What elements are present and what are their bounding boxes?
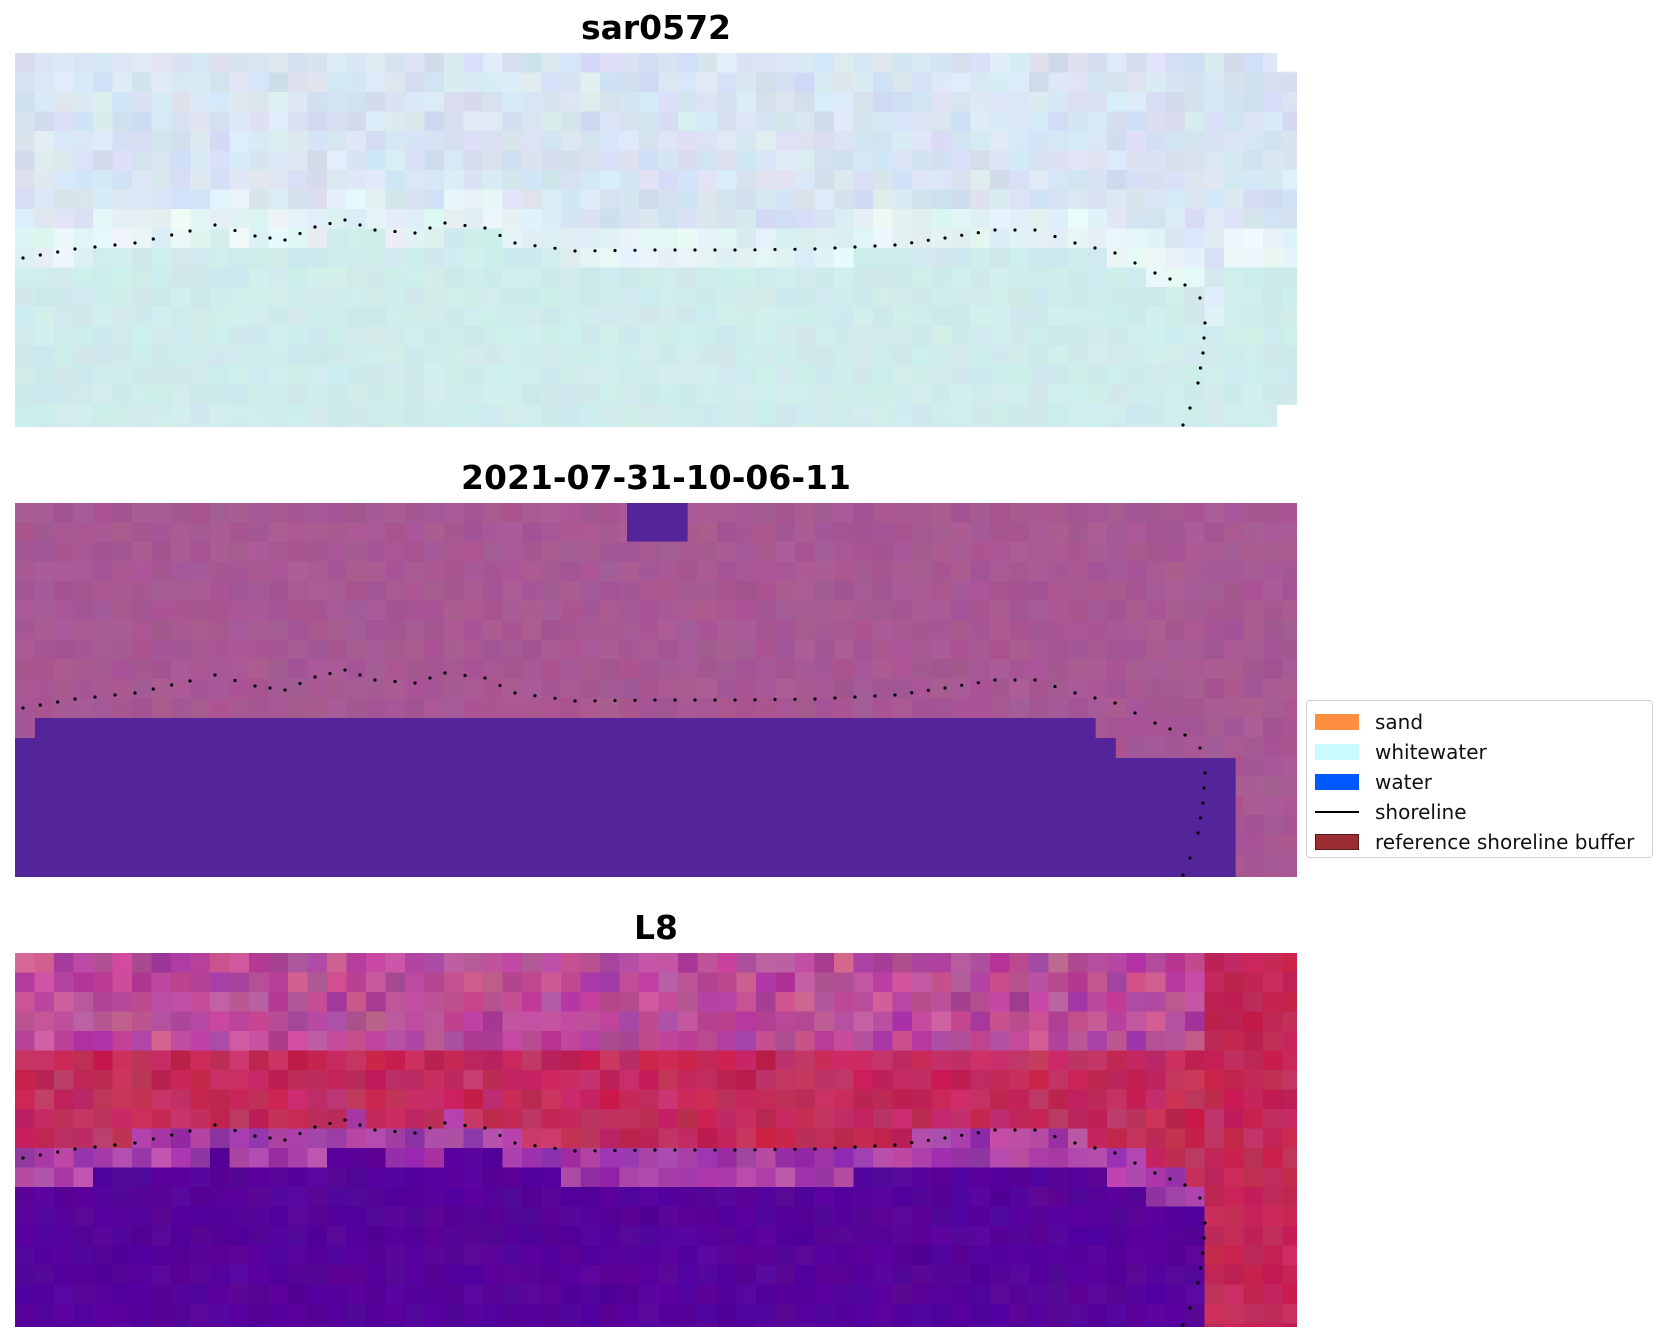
legend-item-sand: sand xyxy=(1315,707,1652,737)
legend-item-whitewater: whitewater xyxy=(1315,737,1652,767)
legend-label-water: water xyxy=(1375,770,1432,794)
legend-item-water: water xyxy=(1315,767,1652,797)
legend-swatch-buffer xyxy=(1315,834,1359,850)
classified-image-panel xyxy=(15,503,1297,877)
shoreline-sar xyxy=(21,218,1207,427)
panel-title-sar: sar0572 xyxy=(580,8,732,47)
legend-swatch-water xyxy=(1315,774,1359,790)
shoreline-l8 xyxy=(21,1118,1207,1327)
legend-item-buffer: reference shoreline buffer xyxy=(1315,827,1652,857)
classified-image xyxy=(15,503,1297,877)
sar-image xyxy=(15,53,1297,427)
water-region xyxy=(15,503,1236,877)
legend-label-shoreline: shoreline xyxy=(1375,800,1467,824)
legend-swatch-sand xyxy=(1315,714,1359,730)
panel-title-date: 2021-07-31-10-06-11 xyxy=(461,458,851,497)
l8-image-panel xyxy=(15,953,1297,1327)
l8-image xyxy=(15,953,1297,1327)
legend-swatch-shoreline xyxy=(1315,811,1359,813)
panel-title-l8: L8 xyxy=(634,908,678,947)
sar-image-panel xyxy=(15,53,1297,427)
legend-label-whitewater: whitewater xyxy=(1375,740,1487,764)
legend-label-sand: sand xyxy=(1375,710,1424,734)
legend: sand whitewater water shoreline referenc… xyxy=(1306,700,1653,858)
legend-label-buffer: reference shoreline buffer xyxy=(1375,830,1635,854)
legend-item-shoreline: shoreline xyxy=(1315,797,1652,827)
shoreline-classified xyxy=(21,668,1207,877)
legend-swatch-whitewater xyxy=(1315,744,1359,760)
